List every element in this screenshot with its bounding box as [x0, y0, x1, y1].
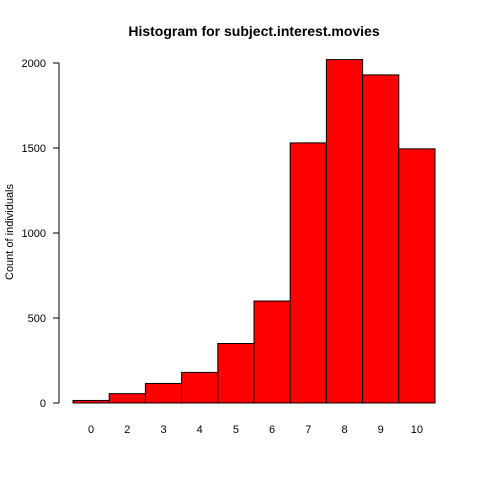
x-tick-label-5: 5: [233, 424, 239, 436]
x-tick-label-0: 0: [88, 424, 94, 436]
x-tick-label-7: 7: [305, 424, 311, 436]
x-tick-label-9: 9: [378, 424, 384, 436]
bar-2: [108, 393, 146, 404]
y-axis: 0 500 1000 1500 2000: [22, 58, 60, 410]
bar-5: [217, 343, 255, 404]
y-tick-label-2000: 2000: [22, 58, 46, 70]
y-tick-label-500: 500: [28, 313, 46, 325]
x-tick-label-4: 4: [197, 424, 203, 436]
x-tick-label-6: 6: [269, 424, 275, 436]
bar-9: [362, 74, 400, 404]
y-tick-label-1000: 1000: [22, 228, 46, 240]
chart-title: Histogram for subject.interest.movies: [128, 23, 380, 39]
x-tick-labels: 0 2 3 4 5 6 7 8 9 10: [88, 424, 423, 436]
bar-10: [398, 148, 436, 404]
y-tick-label-1500: 1500: [22, 143, 46, 155]
bar-3: [144, 382, 183, 404]
bars-group: [72, 59, 436, 404]
bar-8: [325, 59, 364, 404]
bar-6: [253, 300, 291, 404]
x-tick-label-3: 3: [160, 424, 166, 436]
x-tick-label-2: 2: [124, 424, 130, 436]
x-tick-label-10: 10: [411, 424, 423, 436]
x-tick-label-8: 8: [341, 424, 347, 436]
bar-0: [72, 399, 110, 404]
bar-7: [289, 142, 327, 404]
y-tick-label-0: 0: [40, 398, 46, 410]
bar-4: [181, 371, 219, 404]
y-axis-label: Count of individuals: [4, 184, 16, 281]
